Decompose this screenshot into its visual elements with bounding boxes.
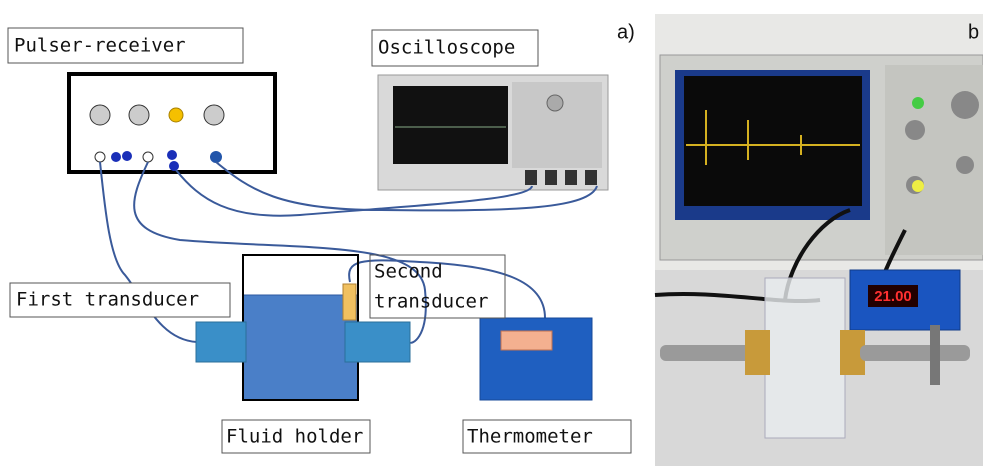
indicator [168, 107, 184, 123]
cables [99, 161, 598, 344]
label-box [221, 419, 371, 454]
label-box [369, 254, 506, 319]
first-transducer [195, 321, 247, 363]
second-transducer [344, 321, 411, 363]
second-transducer-label: Second [374, 261, 443, 283]
label-box [371, 29, 539, 67]
thermometer-readout: 21.00 [874, 288, 912, 305]
second-transducer-label: transducer [374, 291, 488, 313]
knobs [89, 104, 225, 126]
thermometer-display [500, 330, 553, 351]
thermometer-label: Thermometer [467, 426, 593, 448]
connectors [94, 150, 222, 171]
first-transducer-label: First transducer [16, 289, 199, 311]
fluid [242, 294, 359, 401]
label-box [7, 27, 244, 64]
thermometer-device [479, 317, 593, 401]
label-box [462, 419, 632, 454]
schematic: Pulser-receiver Oscilloscope [7, 21, 635, 454]
oscilloscope-label: Oscilloscope [378, 37, 515, 59]
oscilloscope-image [377, 74, 609, 191]
pulser-receiver-label: Pulser-receiver [14, 35, 186, 57]
fluid-holder-label: Fluid holder [226, 426, 363, 448]
fluid-holder-photo [764, 277, 846, 439]
label-box [9, 282, 231, 318]
panel-label: b [968, 21, 979, 43]
thermocouple [342, 283, 357, 321]
panel-label: a) [617, 21, 635, 43]
photo: 21.00 b [654, 14, 983, 466]
